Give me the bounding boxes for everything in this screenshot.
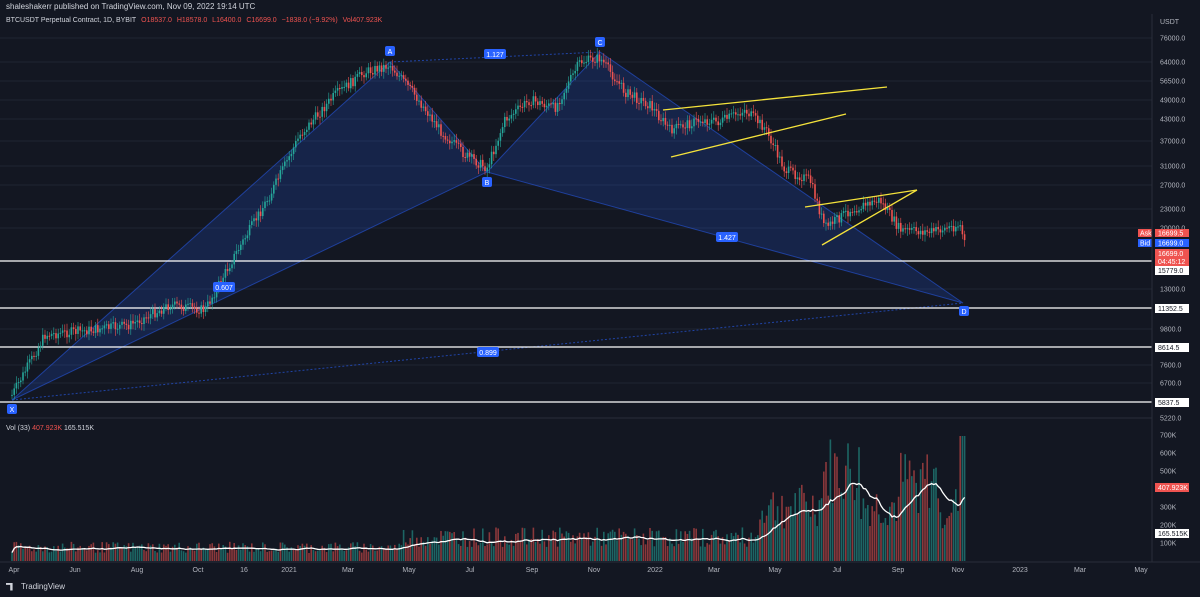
trendline-lower-1 [670,113,847,158]
volume-tick: 200K [1160,523,1177,530]
volume-tick: 300K [1160,505,1177,512]
price-tick: 27000.0 [1160,183,1185,190]
time-label: Jul [466,567,475,574]
point-a-label: A [388,49,393,56]
low-value: L16400.0 [212,17,242,24]
chart-grid [0,37,1152,384]
volume-axis[interactable]: 700K 600K 500K 300K 200K 100K 407.923K 165.51… [1155,433,1189,548]
candlesticks [11,47,966,400]
point-c-label: C [597,40,602,47]
price-tick: 49000.0 [1160,98,1185,105]
time-label: May [1134,567,1148,574]
ratio-ab-label: 0.607 [215,285,233,292]
price-tick: 43000.0 [1160,117,1185,124]
pattern-labels[interactable]: X A B C D 0.607 1.127 1.427 0.899 [7,37,969,414]
change-value: −1838.0 (−9.92%) [281,17,338,24]
brand-name: TradingView [21,582,66,591]
volume-ma-tag: 165.515K [1158,531,1188,538]
time-label: Mar [342,567,355,574]
price-tick: 31000.0 [1160,164,1185,171]
volume-legend: Vol (33) 407.923K 165.515K [6,425,94,432]
point-x-label: X [10,407,15,414]
tradingview-brand[interactable]: TradingView [6,582,65,591]
time-label: Sep [892,567,905,574]
volume-tick: 700K [1160,433,1177,440]
level-1-tag: 15779.0 [1158,268,1183,275]
trendline-lower-2 [821,189,918,246]
volume-tick: 500K [1160,469,1177,476]
time-label: Sep [526,567,539,574]
level-3-tag: 8614.5 [1158,345,1180,352]
currency-label: USDT [1160,19,1180,26]
bid-label: Bid [1140,241,1150,248]
volume-legend-value: 407.923K [32,425,63,432]
time-label: 2022 [647,567,663,574]
ratio-ac-label: 1.127 [486,52,504,59]
time-label: Nov [952,567,965,574]
volume-ma-line [11,482,966,553]
time-label: Mar [708,567,721,574]
time-label: 2023 [1012,567,1028,574]
time-label: Mar [1074,567,1087,574]
symbol-name[interactable]: BTCUSDT Perpetual Contract, 1D, BYBIT [6,17,137,24]
volume-tick: 100K [1160,541,1177,548]
time-label: Jun [69,567,80,574]
price-tick: 23000.0 [1160,207,1185,214]
time-label: Apr [9,567,21,574]
volume-legend-label[interactable]: Vol (33) [6,425,31,432]
bid-value: 16699.0 [1158,241,1183,248]
time-label: Jul [833,567,842,574]
bar-countdown: 04:45:12 [1158,259,1185,266]
price-tick: 13000.0 [1160,287,1185,294]
volume-current-tag: 407.923K [1158,485,1188,492]
publisher-text: shaleshakerr published on TradingView.co… [6,2,256,11]
ratio-xd-label: 0.899 [479,350,497,357]
point-d-label: D [961,309,966,316]
time-label: Oct [193,567,204,574]
last-price: 16699.0 [1158,251,1183,258]
price-tick: 7600.0 [1160,363,1182,370]
volume-value: Vol407.923K [342,17,383,24]
volume-legend-ma: 165.515K [64,425,94,432]
ask-label: Ask [1140,231,1152,238]
time-label: May [768,567,782,574]
time-label: 16 [240,567,248,574]
price-tick: 5220.0 [1160,416,1182,423]
tradingview-logo-icon [6,582,13,591]
price-tick: 76000.0 [1160,36,1185,43]
ask-value: 16699.5 [1158,231,1183,238]
price-tags: Ask 16699.5 Bid 16699.0 16699.0 04:45:12… [1138,229,1189,407]
price-tick: 56500.0 [1160,79,1185,86]
price-axis[interactable]: USDT 76000.0 64000.0 56500.0 49000.0 43000.0… [1160,19,1185,423]
symbol-legend: BTCUSDT Perpetual Contract, 1D, BYBIT O1… [6,17,385,24]
trend-lines[interactable] [662,86,918,246]
trendline-upper-2 [804,189,918,208]
close-value: C16699.0 [246,17,277,24]
ratio-bd-label: 1.427 [718,235,736,242]
price-tick: 37000.0 [1160,139,1185,146]
time-axis[interactable]: Apr Jun Aug Oct 16 2021 Mar May Jul Sep Nov 2022 Mar… [9,567,1149,574]
price-tick: 64000.0 [1160,60,1185,67]
level-4-tag: 5837.5 [1158,400,1180,407]
time-label: Nov [588,567,601,574]
level-2-tag: 11352.5 [1158,306,1183,313]
publisher-bar: shaleshakerr published on TradingView.co… [0,0,1200,14]
price-tick: 6700.0 [1160,381,1182,388]
time-label: May [402,567,416,574]
volume-tick: 600K [1160,451,1177,458]
open-value: O18537.0 [141,17,172,24]
time-label: 2021 [281,567,297,574]
pattern-triangle-bcd [486,51,964,304]
price-tick: 9800.0 [1160,327,1182,334]
time-label: Aug [131,567,144,574]
trendline-upper-1 [662,86,888,111]
point-b-label: B [485,180,490,187]
high-value: H18578.0 [176,17,208,24]
price-chart[interactable]: X A B C D 0.607 1.127 1.427 0.899 USDT 7… [0,14,1200,597]
